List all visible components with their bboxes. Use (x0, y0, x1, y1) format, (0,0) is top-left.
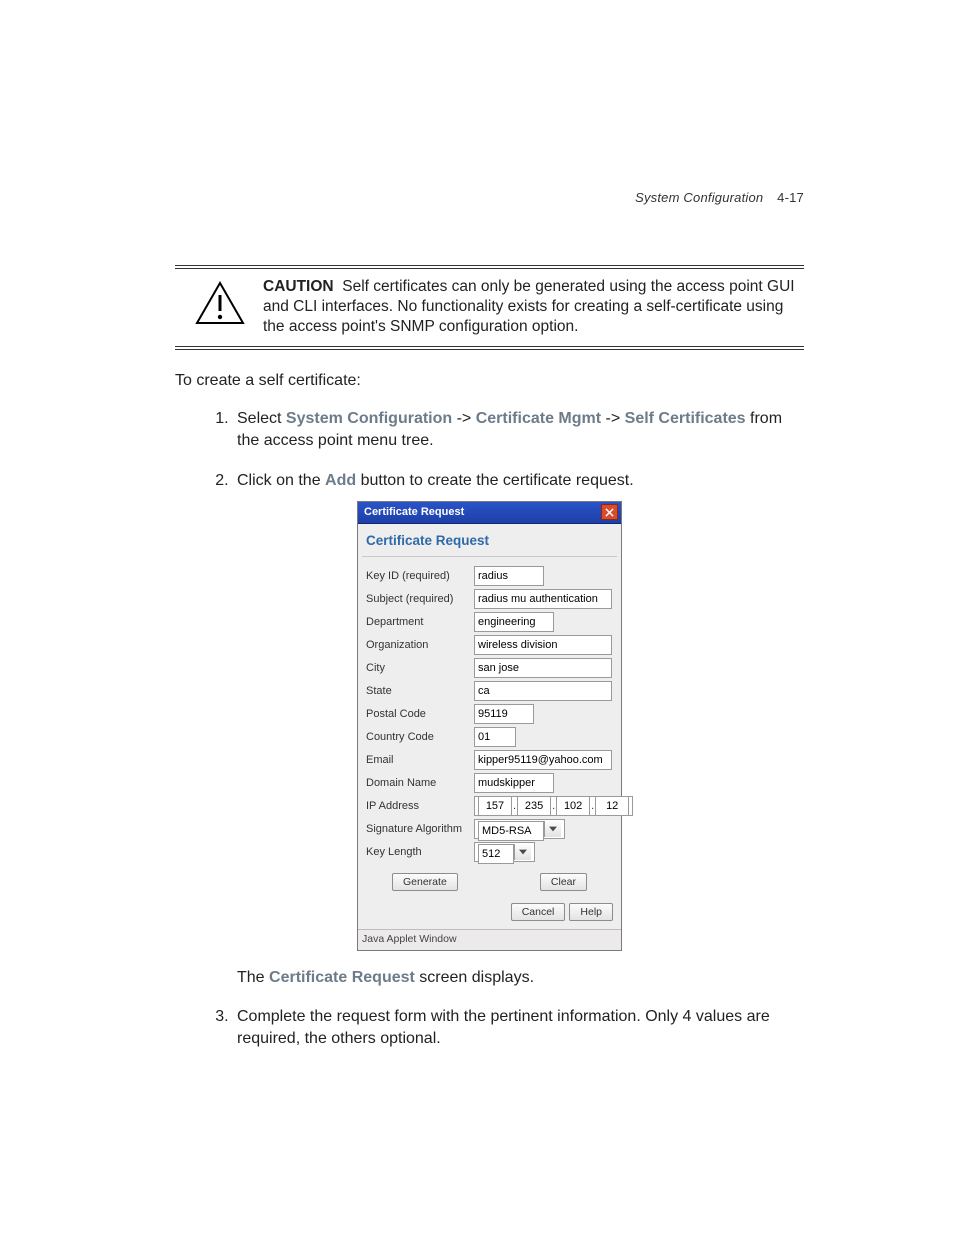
ip-octet-2[interactable] (517, 796, 551, 816)
intro-text: To create a self certificate: (175, 372, 804, 390)
input-postal[interactable] (474, 704, 534, 724)
input-department[interactable] (474, 612, 554, 632)
input-ip[interactable]: . . . (474, 796, 633, 816)
label-email: Email (366, 753, 474, 768)
row-sig: Signature Algorithm (366, 819, 613, 839)
input-organization[interactable] (474, 635, 612, 655)
select-keylen[interactable] (474, 842, 535, 862)
ip-octet-1[interactable] (478, 796, 512, 816)
generate-button[interactable]: Generate (392, 873, 458, 891)
chevron-down-icon[interactable] (514, 844, 531, 860)
button-row-primary: Generate Clear (358, 867, 621, 901)
input-state[interactable] (474, 681, 612, 701)
row-country: Country Code (366, 727, 613, 747)
certificate-request-dialog: Certificate Request Certificate Request … (357, 501, 622, 950)
kw-cert-request: Certificate Request (269, 969, 415, 986)
kw-add: Add (325, 472, 356, 489)
dialog-title: Certificate Request (364, 505, 464, 520)
arrow: -> (452, 410, 476, 427)
label-domain: Domain Name (366, 776, 474, 791)
step-3: Complete the request form with the perti… (233, 1006, 804, 1049)
button-row-secondary: Cancel Help (358, 901, 621, 929)
form-rows: Key ID (required) Subject (required) Dep… (358, 557, 621, 867)
label-state: State (366, 684, 474, 699)
statusbar: Java Applet Window (358, 929, 621, 949)
warning-icon (195, 281, 245, 325)
label-postal: Postal Code (366, 707, 474, 722)
row-organization: Organization (366, 635, 613, 655)
step-2b-post: screen displays. (415, 969, 534, 986)
step-2-pre: Click on the (237, 472, 325, 489)
input-country[interactable] (474, 727, 516, 747)
label-sig: Signature Algorithm (366, 822, 474, 837)
label-country: Country Code (366, 730, 474, 745)
row-email: Email (366, 750, 613, 770)
close-button[interactable] (601, 504, 618, 520)
input-city[interactable] (474, 658, 612, 678)
input-email[interactable] (474, 750, 612, 770)
row-state: State (366, 681, 613, 701)
caution-label: CAUTION (263, 278, 334, 295)
step-1: Select System Configuration -> Certifica… (233, 408, 804, 451)
label-keylen: Key Length (366, 845, 474, 860)
input-domain[interactable] (474, 773, 554, 793)
step-2-post: button to create the certificate request… (356, 472, 634, 489)
label-subject: Subject (required) (366, 592, 474, 607)
label-ip: IP Address (366, 799, 474, 814)
cancel-button[interactable]: Cancel (511, 903, 566, 921)
row-city: City (366, 658, 613, 678)
select-keylen-value[interactable] (478, 844, 514, 864)
label-department: Department (366, 615, 474, 630)
row-key-id: Key ID (required) (366, 566, 613, 586)
input-subject[interactable] (474, 589, 612, 609)
kw-system-configuration: System Configuration (286, 410, 452, 427)
chevron-down-icon[interactable] (544, 821, 561, 837)
kw-self-certs: Self Certificates (625, 410, 746, 427)
page-header: System Configuration 4-17 (175, 190, 804, 205)
step-2: Click on the Add button to create the ce… (233, 470, 804, 989)
help-button[interactable]: Help (569, 903, 613, 921)
row-subject: Subject (required) (366, 589, 613, 609)
row-postal: Postal Code (366, 704, 613, 724)
caution-body: Self certificates can only be generated … (263, 278, 795, 335)
select-sig-value[interactable] (478, 821, 544, 841)
label-key-id: Key ID (required) (366, 569, 474, 584)
kw-cert-mgmt: Certificate Mgmt (476, 410, 601, 427)
row-keylen: Key Length (366, 842, 613, 862)
arrow: -> (601, 410, 625, 427)
ip-octet-4[interactable] (595, 796, 629, 816)
header-page-num: 4-17 (777, 190, 804, 205)
row-department: Department (366, 612, 613, 632)
caution-block: CAUTION Self certificates can only be ge… (175, 265, 804, 350)
clear-button[interactable]: Clear (540, 873, 587, 891)
dialog-section-title: Certificate Request (358, 524, 621, 556)
header-section: System Configuration (635, 190, 763, 205)
row-ip: IP Address . . . (366, 796, 613, 816)
step-2b-pre: The (237, 969, 269, 986)
steps-list: Select System Configuration -> Certifica… (175, 408, 804, 1049)
select-sig[interactable] (474, 819, 565, 839)
row-domain: Domain Name (366, 773, 613, 793)
label-city: City (366, 661, 474, 676)
caution-text: CAUTION Self certificates can only be ge… (263, 277, 804, 336)
step-1-pre: Select (237, 410, 286, 427)
ip-octet-3[interactable] (556, 796, 590, 816)
close-icon (605, 508, 614, 517)
label-organization: Organization (366, 638, 474, 653)
input-key-id[interactable] (474, 566, 544, 586)
dialog-titlebar: Certificate Request (358, 502, 621, 524)
step-2-followup: The Certificate Request screen displays. (237, 967, 804, 989)
